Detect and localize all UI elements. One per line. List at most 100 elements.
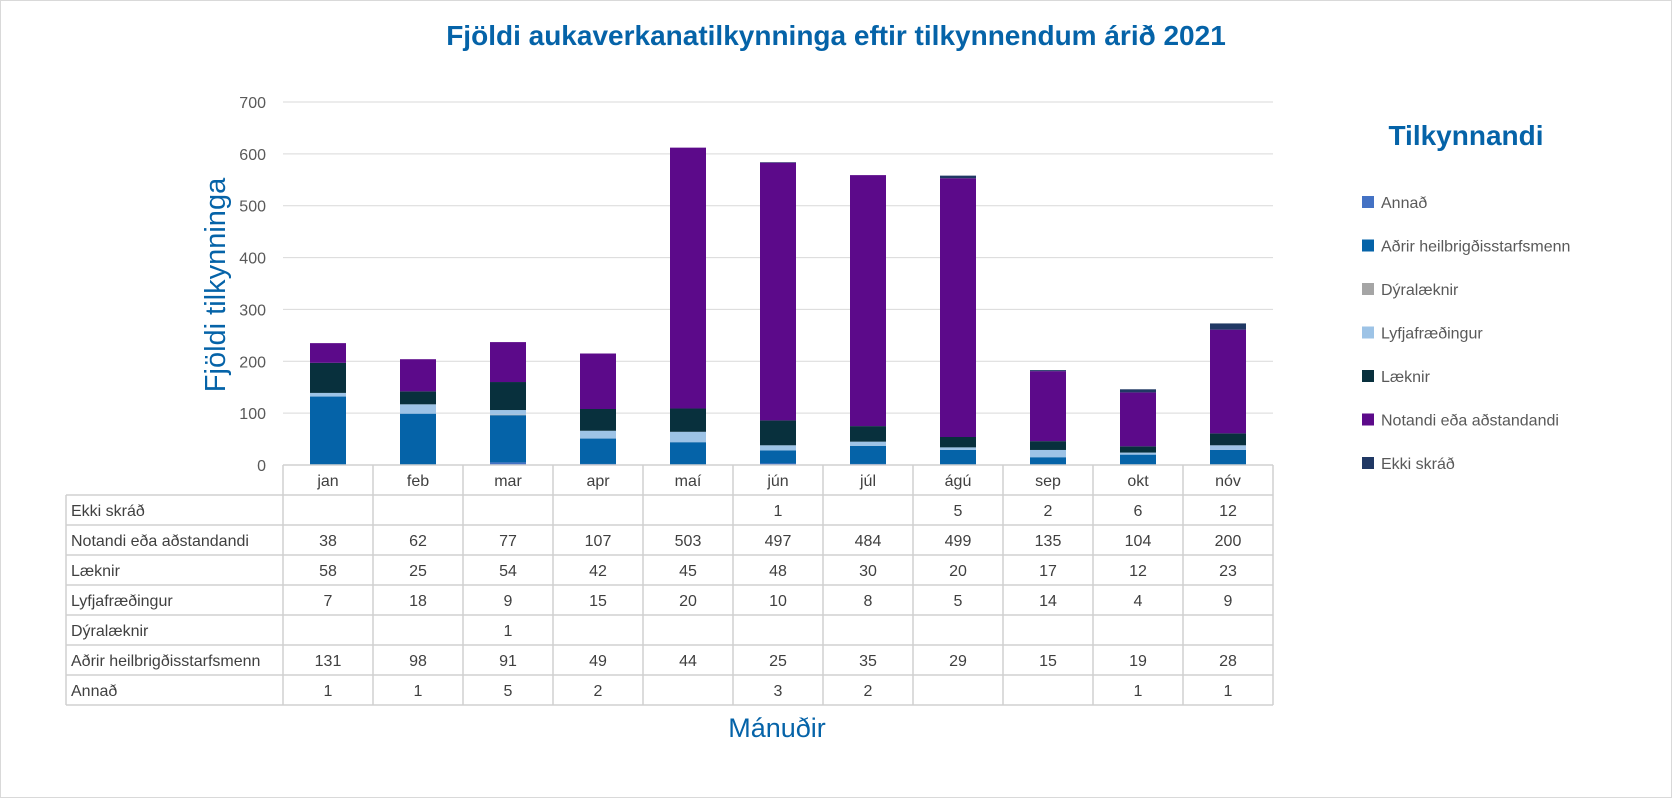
legend-entry: Lyfjafræðingur	[1381, 326, 1483, 343]
data-label: 6	[1134, 503, 1143, 520]
bar-segment-nóv-6	[1210, 323, 1246, 330]
data-label: 104	[1125, 533, 1152, 550]
data-label: 1	[774, 503, 783, 520]
x-tick-label: apr	[586, 473, 610, 490]
bar-segment-ágú-6	[940, 175, 976, 179]
data-label: 30	[859, 563, 877, 580]
data-label: 20	[949, 563, 967, 580]
data-label: 3	[774, 683, 783, 700]
data-label: 503	[675, 533, 702, 550]
x-tick-label: okt	[1127, 473, 1149, 490]
bar-segment-apr-3	[580, 430, 616, 439]
bar-segment-ágú-1	[940, 449, 976, 465]
data-label: 1	[414, 683, 423, 700]
bar-segment-maí-5	[670, 147, 706, 409]
legend-entry: Notandi eða aðstandandi	[1381, 413, 1559, 430]
data-label: 62	[409, 533, 427, 550]
x-tick-label: júl	[859, 473, 876, 490]
data-label: 15	[589, 593, 607, 610]
table-row-label: Ekki skráð	[71, 503, 145, 520]
data-label: 19	[1129, 653, 1147, 670]
data-label: 54	[499, 563, 517, 580]
bar-segment-sep-5	[1030, 371, 1066, 442]
bar-segment-okt-4	[1120, 446, 1156, 453]
data-label: 12	[1129, 563, 1147, 580]
bar-segment-jún-3	[760, 445, 796, 451]
bar-segment-jún-0	[760, 463, 796, 465]
data-label: 45	[679, 563, 697, 580]
bar-segment-mar-4	[490, 382, 526, 411]
data-label: 9	[1224, 593, 1233, 610]
data-label: 25	[409, 563, 427, 580]
data-label: 42	[589, 563, 607, 580]
bar-stacks	[310, 147, 1246, 465]
legend-entry: Dýralæknir	[1381, 282, 1459, 299]
bar-segment-feb-5	[400, 359, 436, 392]
data-label: 2	[1044, 503, 1053, 520]
bar-segment-sep-1	[1030, 457, 1066, 465]
bar-segment-ágú-5	[940, 178, 976, 437]
data-label: 131	[315, 653, 342, 670]
data-label: 12	[1219, 503, 1237, 520]
legend-swatch	[1362, 326, 1374, 339]
data-label: 44	[679, 653, 697, 670]
legend-entry: Læknir	[1381, 369, 1431, 386]
bar-segment-jún-6	[760, 162, 796, 163]
data-label: 497	[765, 533, 792, 550]
bar-segment-sep-6	[1030, 370, 1066, 372]
x-tick-label: sep	[1035, 473, 1061, 490]
bar-segment-jún-5	[760, 162, 796, 421]
table-row-label: Dýralæknir	[71, 623, 149, 640]
bar-segment-jún-1	[760, 450, 796, 464]
data-label: 58	[319, 563, 337, 580]
bar-segment-júl-3	[850, 441, 886, 446]
x-tick-label: jún	[766, 473, 788, 490]
legend-swatch	[1362, 283, 1374, 295]
bar-segment-okt-5	[1120, 392, 1156, 447]
data-label: 28	[1219, 653, 1237, 670]
data-label: 23	[1219, 563, 1237, 580]
data-label: 1	[504, 623, 513, 640]
data-label: 200	[1215, 533, 1242, 550]
x-tick-label: jan	[316, 473, 338, 490]
bar-segment-maí-3	[670, 431, 706, 443]
x-tick-label: mar	[494, 473, 522, 490]
legend-swatch	[1362, 457, 1374, 469]
data-label: 20	[679, 593, 697, 610]
bar-segment-apr-4	[580, 408, 616, 431]
data-label: 5	[954, 593, 963, 610]
bar-segment-mar-0	[490, 462, 526, 465]
data-table: jan feb mar apr maí jún júl ágú sep okt nóv Ekki sk…	[65, 464, 1274, 706]
bar-segment-jún-4	[760, 420, 796, 446]
bar-segment-nóv-3	[1210, 445, 1246, 450]
bar-segment-sep-4	[1030, 441, 1066, 450]
legend-entry: Ekki skráð	[1381, 456, 1455, 473]
data-label: 98	[409, 653, 427, 670]
data-label: 107	[585, 533, 612, 550]
data-label: 499	[945, 533, 972, 550]
legend-entry: Annað	[1381, 195, 1427, 212]
table-row-label: Lyfjafræðingur	[71, 593, 173, 610]
table-row-label: Aðrir heilbrigðisstarfsmenn	[71, 653, 260, 670]
y-tick-label: 600	[239, 147, 266, 164]
data-label: 484	[855, 533, 882, 550]
bar-segment-apr-1	[580, 438, 616, 464]
legend-swatch	[1362, 239, 1374, 252]
data-label: 2	[864, 683, 873, 700]
bar-segment-feb-3	[400, 404, 436, 414]
y-tick-label: 500	[239, 199, 266, 216]
bar-segment-jan-5	[310, 343, 346, 363]
legend-swatch	[1362, 413, 1374, 426]
legend: Annað Aðrir heilbrigðisstarfsmenn Dýralækn…	[1362, 195, 1570, 473]
data-label: 15	[1039, 653, 1057, 670]
bar-segment-mar-5	[490, 342, 526, 383]
bar-segment-ágú-4	[940, 436, 976, 448]
y-tick-label: 100	[239, 406, 266, 423]
data-label: 35	[859, 653, 877, 670]
data-label: 91	[499, 653, 517, 670]
data-label: 77	[499, 533, 517, 550]
bar-segment-mar-1	[490, 415, 526, 463]
data-label: 4	[1134, 593, 1143, 610]
